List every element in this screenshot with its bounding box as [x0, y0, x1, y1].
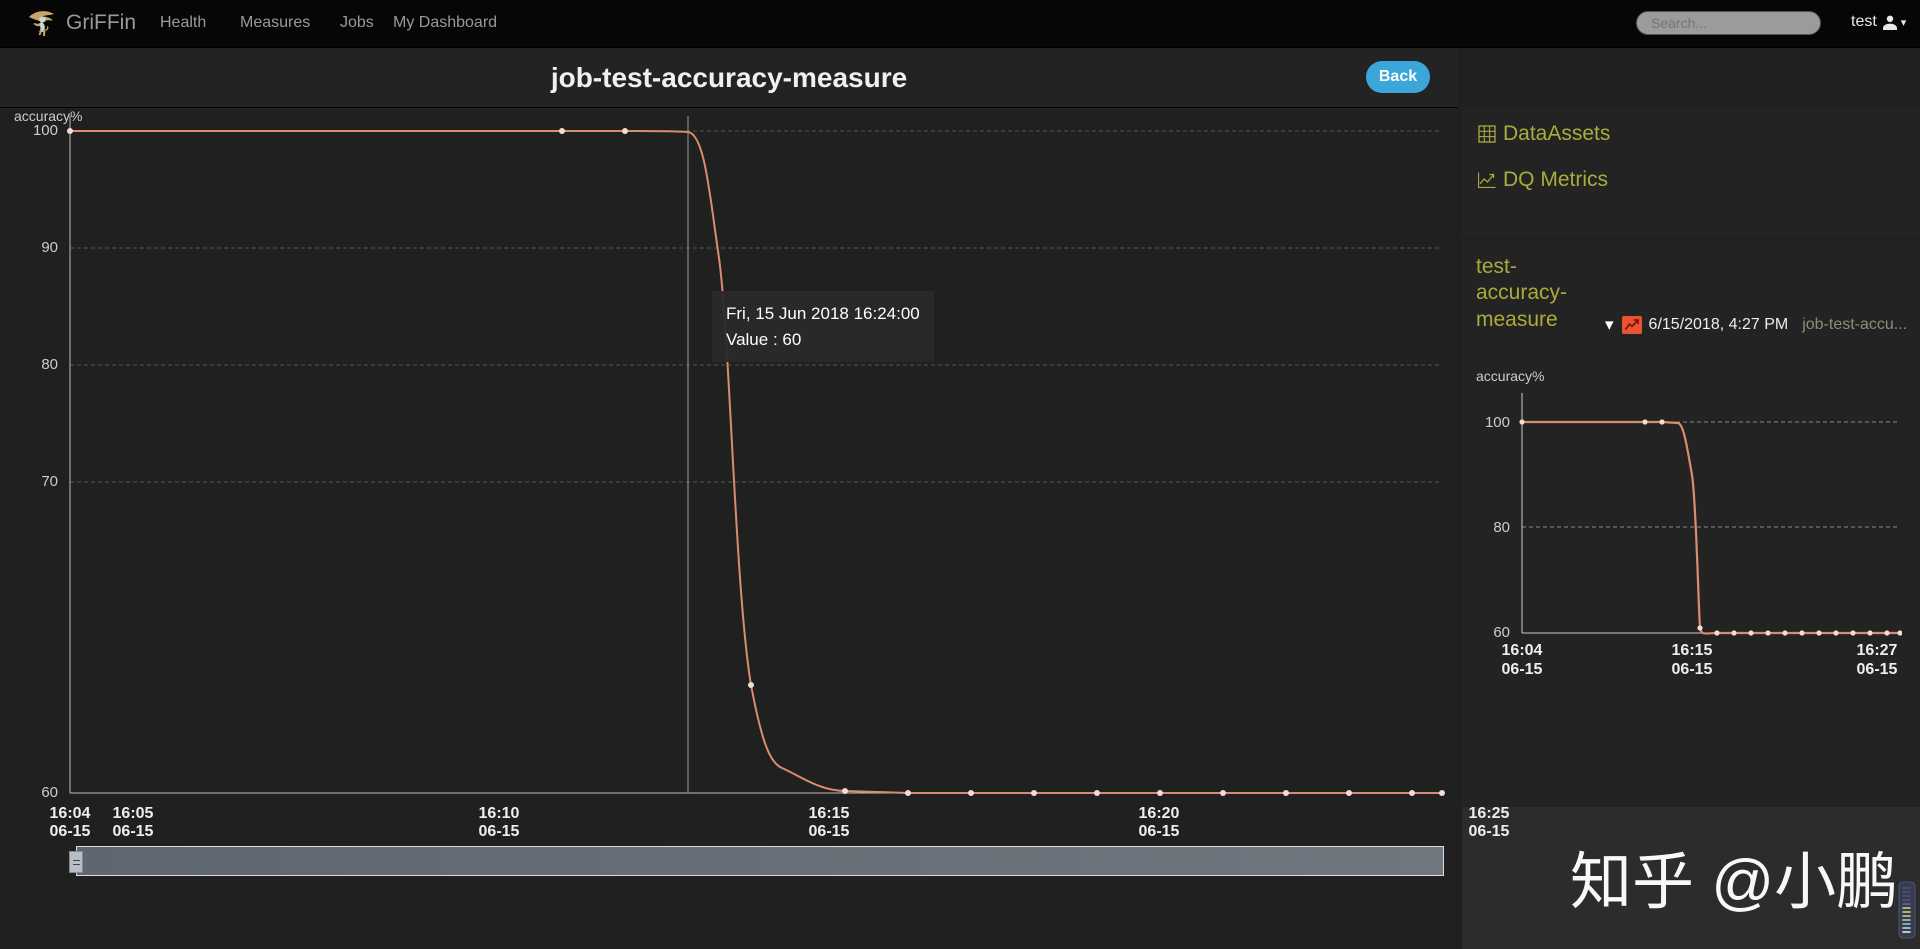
svg-text:16:15: 16:15: [1672, 642, 1713, 659]
svg-text:06-15: 06-15: [1502, 661, 1543, 678]
svg-text:90: 90: [41, 239, 58, 256]
svg-text:06-15: 06-15: [1672, 661, 1713, 678]
svg-text:100: 100: [1485, 414, 1510, 431]
svg-text:80: 80: [1493, 519, 1510, 536]
svg-text:06-15: 06-15: [1469, 823, 1510, 840]
svg-text:16:04: 16:04: [50, 805, 91, 822]
svg-text:70: 70: [41, 473, 58, 490]
svg-text:80: 80: [41, 356, 58, 373]
svg-text:16:27: 16:27: [1857, 642, 1898, 659]
svg-text:16:04: 16:04: [1502, 642, 1543, 659]
svg-text:16:15: 16:15: [809, 805, 850, 822]
svg-text:16:10: 16:10: [479, 805, 520, 822]
svg-text:06-15: 06-15: [1857, 661, 1898, 678]
svg-text:60: 60: [41, 784, 58, 801]
svg-text:06-15: 06-15: [1139, 823, 1180, 840]
svg-text:60: 60: [1493, 624, 1510, 641]
svg-text:16:25: 16:25: [1469, 805, 1510, 822]
svg-text:16:20: 16:20: [1139, 805, 1180, 822]
svg-text:06-15: 06-15: [479, 823, 520, 840]
svg-text:06-15: 06-15: [809, 823, 850, 840]
svg-text:100: 100: [33, 122, 58, 139]
svg-text:16:05: 16:05: [113, 805, 154, 822]
svg-text:06-15: 06-15: [50, 823, 91, 840]
svg-text:06-15: 06-15: [113, 823, 154, 840]
